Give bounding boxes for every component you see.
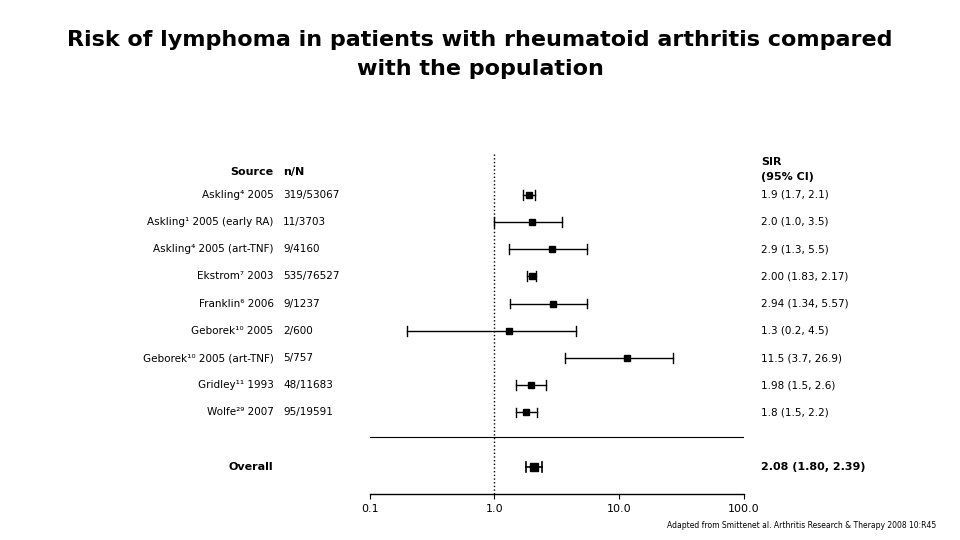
Text: with the population: with the population xyxy=(356,59,604,79)
Text: Geborek¹⁰ 2005: Geborek¹⁰ 2005 xyxy=(191,326,274,336)
Text: Risk of lymphoma in patients with rheumatoid arthritis compared: Risk of lymphoma in patients with rheuma… xyxy=(67,30,893,50)
Text: Adapted from Smittenet al. Arthritis Research & Therapy 2008 10:R45: Adapted from Smittenet al. Arthritis Res… xyxy=(667,521,936,530)
Text: Askling⁴ 2005 (art-TNF): Askling⁴ 2005 (art-TNF) xyxy=(153,244,274,254)
Text: 48/11683: 48/11683 xyxy=(283,380,333,390)
Text: 9/4160: 9/4160 xyxy=(283,244,320,254)
Text: 1.9 (1.7, 2.1): 1.9 (1.7, 2.1) xyxy=(761,190,829,200)
Text: Askling¹ 2005 (early RA): Askling¹ 2005 (early RA) xyxy=(147,217,274,227)
Text: Gridley¹¹ 1993: Gridley¹¹ 1993 xyxy=(198,380,274,390)
Text: (95% CI): (95% CI) xyxy=(761,172,814,182)
Text: Franklin⁶ 2006: Franklin⁶ 2006 xyxy=(199,299,274,308)
Text: 11.5 (3.7, 26.9): 11.5 (3.7, 26.9) xyxy=(761,353,842,363)
Text: 2.94 (1.34, 5.57): 2.94 (1.34, 5.57) xyxy=(761,299,849,308)
Text: Source: Source xyxy=(230,167,274,177)
Text: 2.9 (1.3, 5.5): 2.9 (1.3, 5.5) xyxy=(761,244,829,254)
Text: 2.08 (1.80, 2.39): 2.08 (1.80, 2.39) xyxy=(761,462,866,472)
Text: 1.8 (1.5, 2.2): 1.8 (1.5, 2.2) xyxy=(761,408,829,417)
Text: 2/600: 2/600 xyxy=(283,326,313,336)
Text: 95/19591: 95/19591 xyxy=(283,408,333,417)
Text: 319/53067: 319/53067 xyxy=(283,190,340,200)
Text: n/N: n/N xyxy=(283,167,304,177)
Text: Askling⁴ 2005: Askling⁴ 2005 xyxy=(202,190,274,200)
Text: Ekstrom⁷ 2003: Ekstrom⁷ 2003 xyxy=(197,272,274,281)
Text: 535/76527: 535/76527 xyxy=(283,272,340,281)
Text: SIR: SIR xyxy=(761,157,781,167)
Text: 11/3703: 11/3703 xyxy=(283,217,326,227)
Text: 1.98 (1.5, 2.6): 1.98 (1.5, 2.6) xyxy=(761,380,835,390)
Text: 9/1237: 9/1237 xyxy=(283,299,320,308)
Text: Overall: Overall xyxy=(229,462,274,472)
Text: 2.0 (1.0, 3.5): 2.0 (1.0, 3.5) xyxy=(761,217,828,227)
Text: 1.3 (0.2, 4.5): 1.3 (0.2, 4.5) xyxy=(761,326,828,336)
Text: 2.00 (1.83, 2.17): 2.00 (1.83, 2.17) xyxy=(761,272,849,281)
Text: Geborek¹⁰ 2005 (art-TNF): Geborek¹⁰ 2005 (art-TNF) xyxy=(143,353,274,363)
Text: Wolfe²⁹ 2007: Wolfe²⁹ 2007 xyxy=(206,408,274,417)
Text: 5/757: 5/757 xyxy=(283,353,313,363)
